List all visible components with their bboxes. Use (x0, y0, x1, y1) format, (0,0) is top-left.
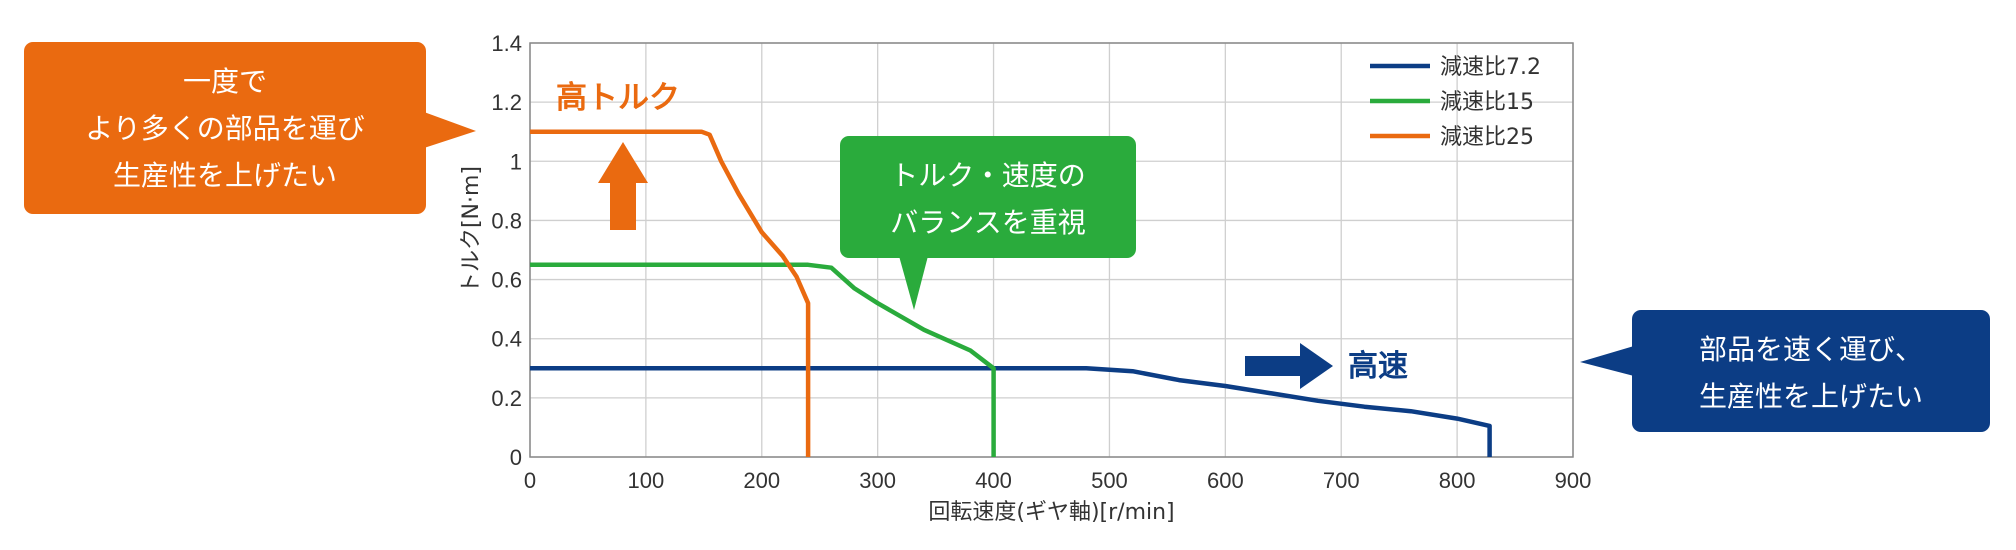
x-tick-label: 700 (1323, 468, 1360, 493)
x-tick-label: 0 (524, 468, 536, 493)
y-tick-label: 0.8 (491, 208, 522, 233)
x-axis-ticks: 0 100 200 300 400 500 600 700 800 900 (524, 468, 1591, 493)
series-lines (530, 129, 1492, 457)
callout-left-line-2: より多くの部品を運び (85, 112, 364, 145)
x-tick-label: 600 (1207, 468, 1244, 493)
y-tick-label: 1.2 (491, 90, 522, 115)
callout-right-line-2: 生産性を上げたい (1699, 380, 1923, 413)
callout-middle: トルク・速度の バランスを重視 (840, 136, 1136, 310)
up-arrow-icon (598, 142, 648, 230)
high-torque-label: 高トルク (556, 80, 680, 116)
x-tick-label: 400 (975, 468, 1012, 493)
callout-left: 一度で より多くの部品を運び 生産性を上げたい (24, 42, 476, 214)
y-axis-label: トルク[N·m] (459, 166, 484, 294)
y-tick-label: 0.6 (491, 268, 522, 293)
y-tick-label: 0.4 (491, 327, 522, 352)
series-line-1 (530, 262, 996, 457)
series-line-2 (530, 129, 811, 457)
x-tick-label: 800 (1439, 468, 1476, 493)
x-tick-label: 500 (1091, 468, 1128, 493)
legend: 減速比7.2 減速比15 減速比25 (1370, 55, 1541, 150)
callout-middle-line-2: バランスを重視 (890, 206, 1085, 239)
high-speed-label: 高速 (1348, 349, 1408, 384)
legend-label: 減速比15 (1440, 90, 1534, 115)
callout-right: 部品を速く運び、 生産性を上げたい (1580, 310, 1990, 432)
x-axis-label: 回転速度(ギヤ軸)[r/min] (928, 500, 1174, 525)
callout-middle-line-1: トルク・速度の (890, 159, 1085, 192)
y-tick-label: 0.2 (491, 386, 522, 411)
legend-label: 減速比25 (1440, 125, 1534, 150)
x-tick-label: 900 (1555, 468, 1592, 493)
series-line-0 (530, 366, 1492, 457)
x-tick-label: 100 (628, 468, 665, 493)
y-tick-label: 1 (510, 149, 522, 174)
y-tick-label: 1.4 (491, 31, 522, 56)
callout-left-line-1: 一度で (183, 65, 267, 98)
x-tick-label: 300 (859, 468, 896, 493)
callout-right-line-1: 部品を速く運び、 (1699, 333, 1923, 366)
callout-left-line-3: 生産性を上げたい (113, 159, 337, 192)
legend-label: 減速比7.2 (1440, 55, 1541, 80)
y-tick-label: 0 (510, 445, 522, 470)
plot-frame (529, 42, 1574, 458)
x-tick-label: 200 (743, 468, 780, 493)
y-axis-ticks: 0 0.2 0.4 0.6 0.8 1 1.2 1.4 (491, 31, 522, 470)
right-arrow-icon (1245, 343, 1333, 389)
